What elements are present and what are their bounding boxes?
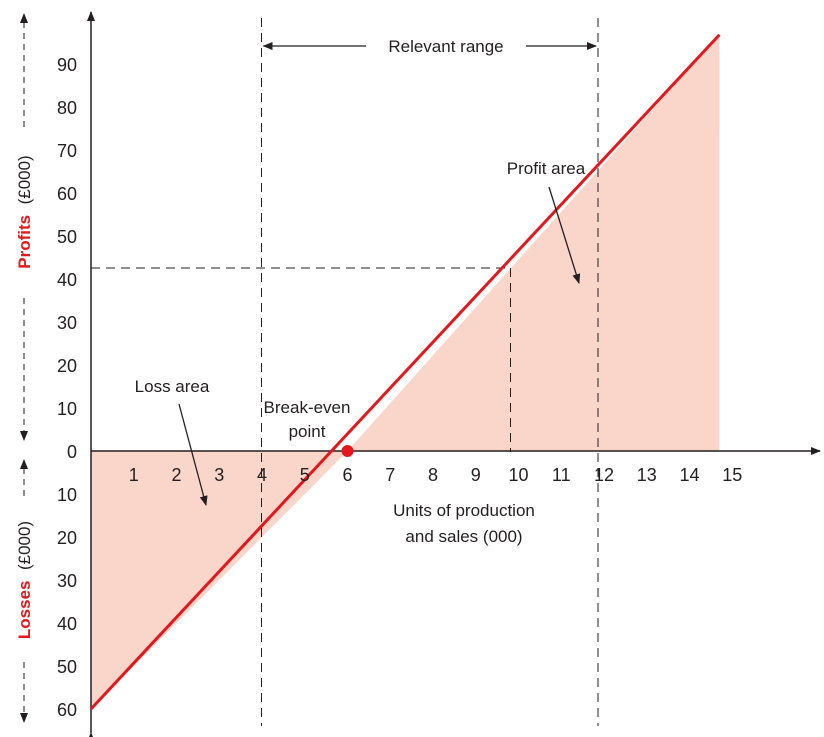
y-tick-label-profit: 50 [57, 227, 77, 247]
profit-area-fill [347, 34, 720, 451]
x-axis-label-line1: Units of production [393, 501, 535, 520]
y-tick-label-loss: 40 [57, 614, 77, 634]
x-tick-label: 12 [594, 465, 614, 485]
profit-area-pointer [548, 186, 581, 284]
x-axis-label-line2: and sales (000) [405, 527, 522, 546]
x-tick-label: 1 [129, 465, 139, 485]
x-tick-label: 14 [679, 465, 699, 485]
y-tick-label-loss: 60 [57, 700, 77, 720]
break-even-point-marker [341, 445, 354, 457]
y-tick-label-profit: 30 [57, 313, 77, 333]
x-tick-label: 8 [428, 465, 438, 485]
x-tick-labels: 1 2 3 4 5 6 7 8 9 10 11 12 13 14 15 [129, 465, 743, 485]
x-tick-label: 9 [471, 465, 481, 485]
profit-loss-line [89, 33, 721, 711]
y-tick-label-profit: 60 [57, 184, 77, 204]
loss-label-group: Losses (£000) [15, 521, 34, 639]
x-tick-label: 3 [214, 465, 224, 485]
y-tick-label-profit: 90 [57, 55, 77, 75]
x-tick-label: 15 [722, 465, 742, 485]
relevant-range-label: Relevant range [388, 37, 503, 56]
x-tick-label: 2 [171, 465, 181, 485]
y-tick-label-loss: 10 [57, 485, 77, 505]
y-tick-label-loss: 30 [57, 571, 77, 591]
y-tick-label-profit: 80 [57, 98, 77, 118]
x-tick-label: 6 [342, 465, 352, 485]
loss-label: Losses [15, 581, 34, 640]
loss-area-label: Loss area [135, 377, 210, 396]
y-tick-label-profit: 40 [57, 270, 77, 290]
y-tick-label-profit: 70 [57, 141, 77, 161]
x-tick-label: 13 [637, 465, 657, 485]
y-tick-label-profit: 0 [67, 442, 77, 462]
profit-axis-label: Profits (£000) [15, 13, 34, 441]
profit-label: Profits [15, 215, 34, 269]
y-tick-label-loss: 20 [57, 528, 77, 548]
x-tick-label: 7 [385, 465, 395, 485]
profit-label-group: Profits (£000) [15, 155, 34, 268]
y-tick-label-loss: 50 [57, 657, 77, 677]
y-tick-label-profit: 10 [57, 399, 77, 419]
x-tick-label: 11 [552, 465, 571, 485]
y-tick-labels: 90 80 70 60 50 40 30 20 10 0 10 20 30 40 50 60 [57, 55, 77, 720]
loss-area-pointer [178, 403, 208, 506]
profit-area-label: Profit area [507, 159, 586, 178]
break-even-label-line2: point [289, 422, 326, 441]
break-even-label-line1: Break-even [264, 398, 351, 417]
y-tick-label-profit: 20 [57, 356, 77, 376]
loss-unit-label: (£000) [15, 521, 34, 570]
loss-axis-label: Losses (£000) [15, 459, 34, 723]
x-tick-label: 10 [508, 465, 528, 485]
x-tick-label: 5 [300, 465, 310, 485]
x-tick-label: 4 [257, 465, 267, 485]
loss-area-fill [91, 451, 348, 709]
profit-unit-label: (£000) [15, 155, 34, 204]
